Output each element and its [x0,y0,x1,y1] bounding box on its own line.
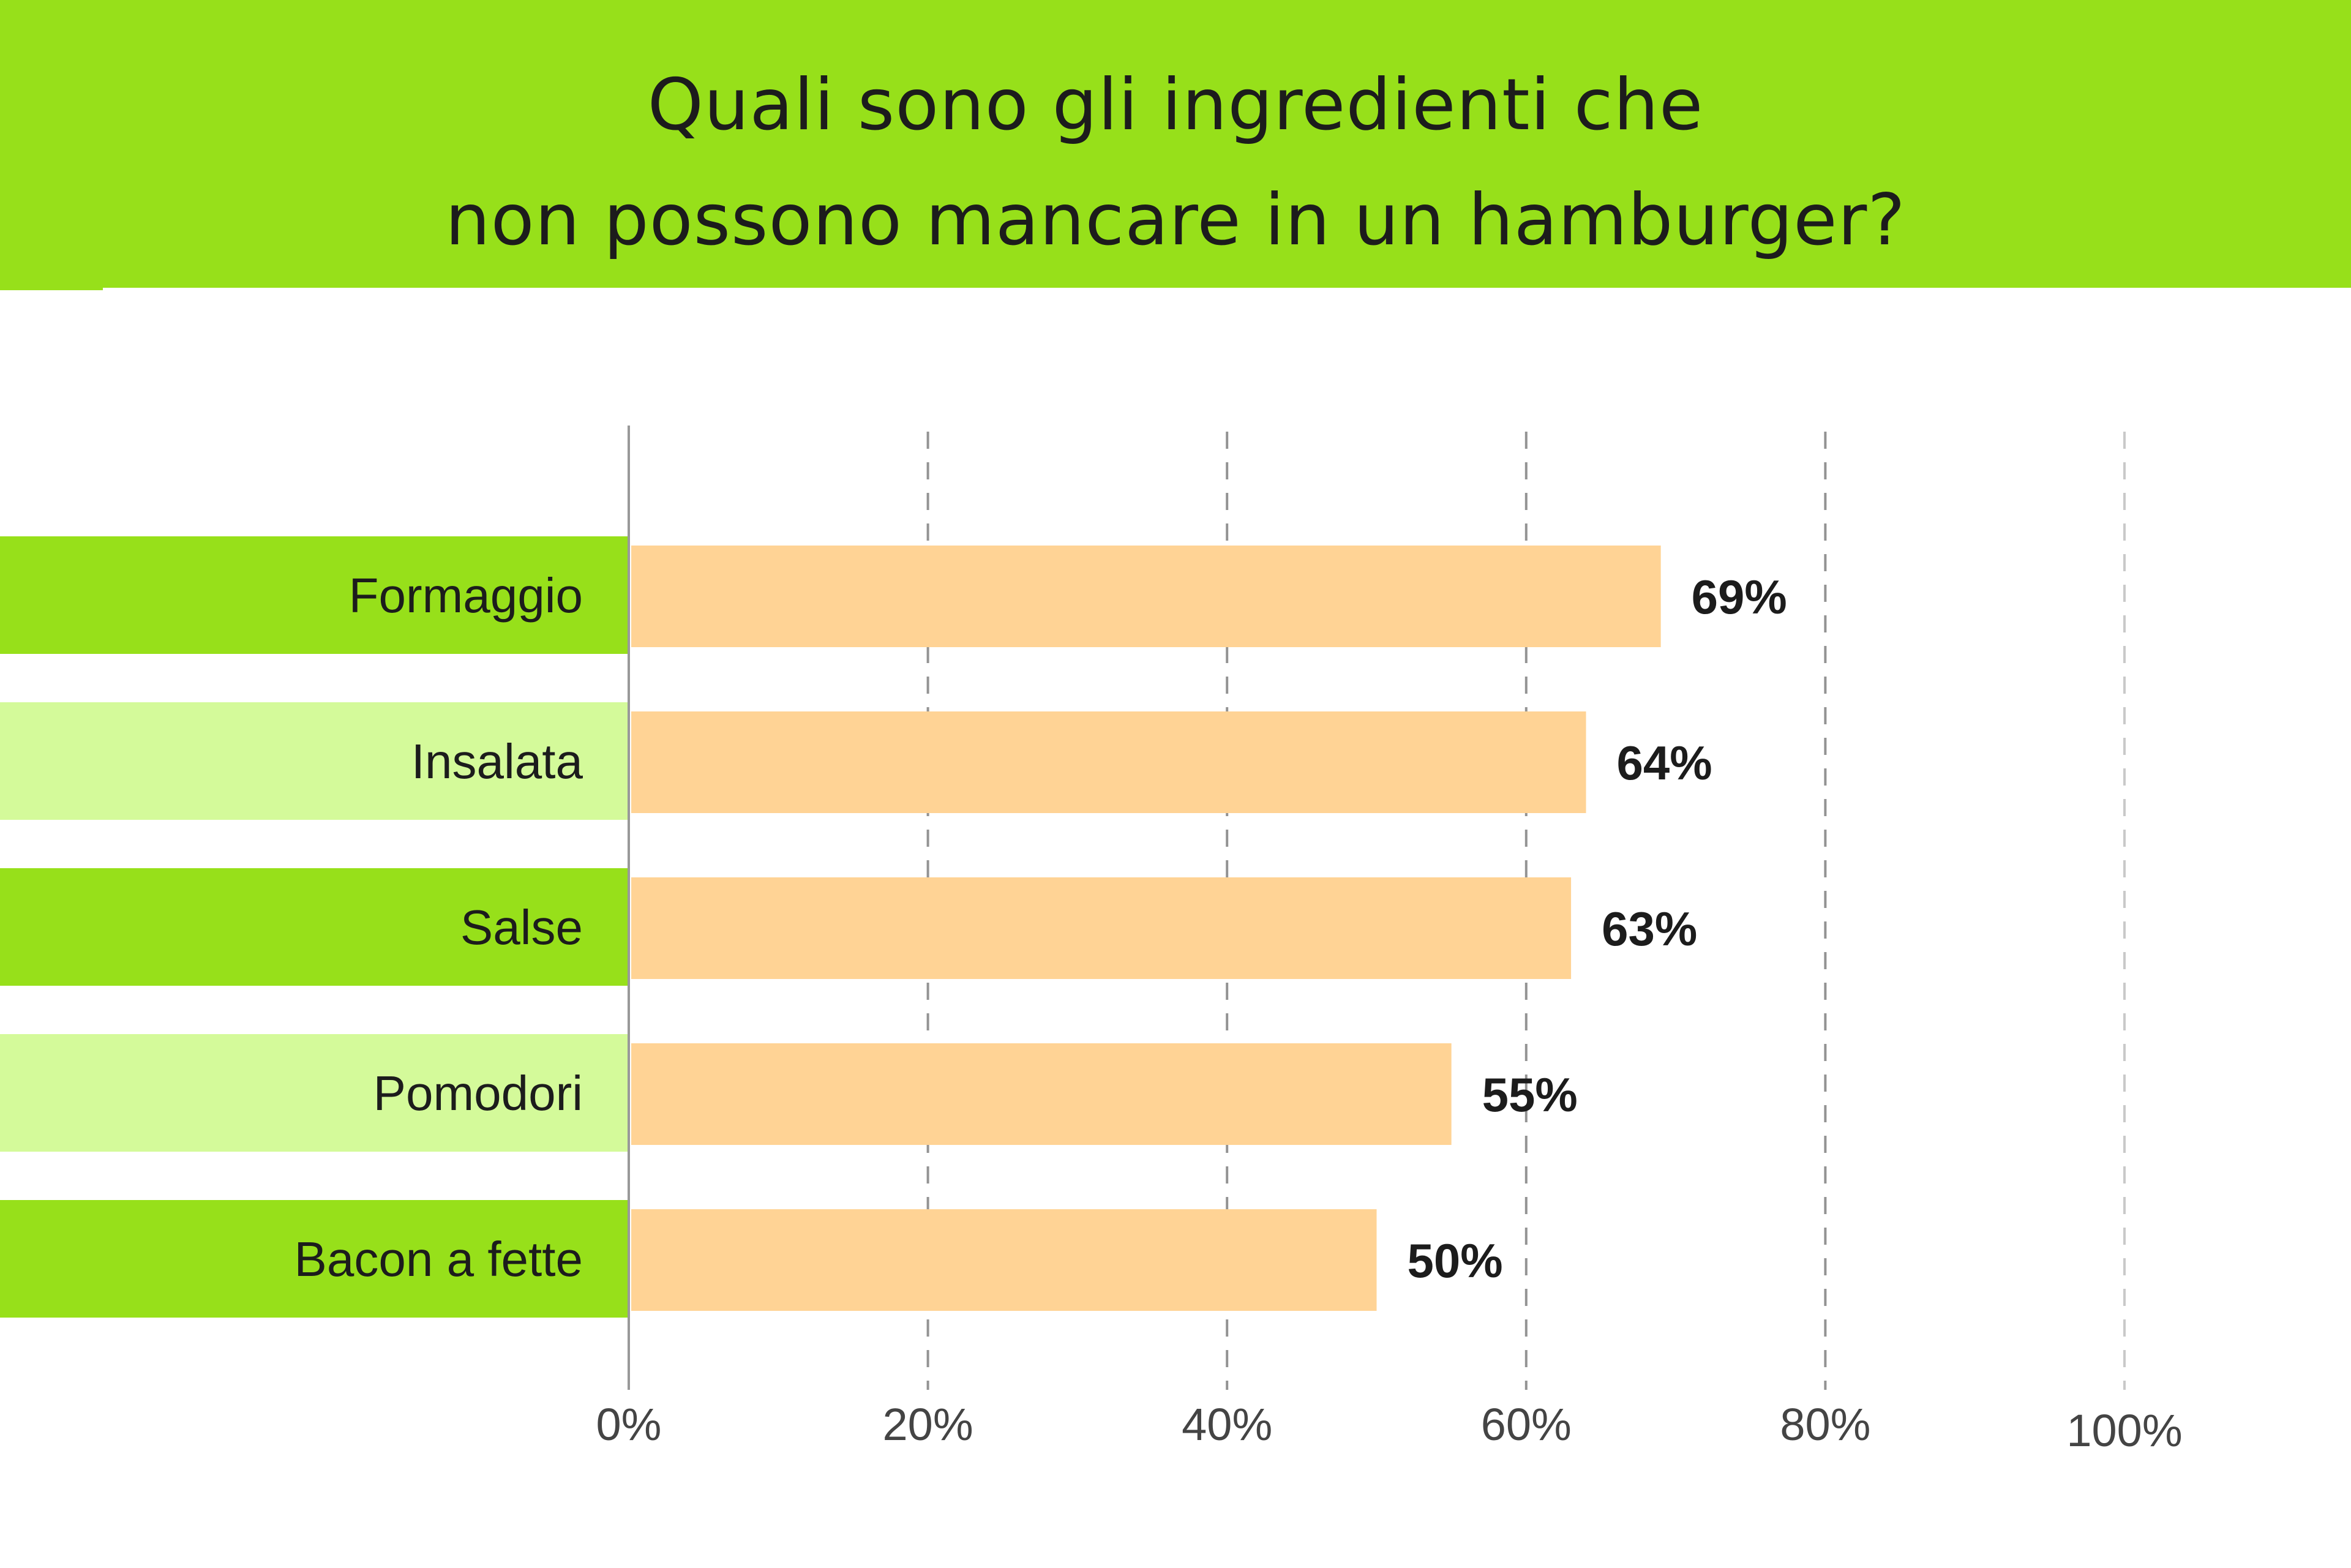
chart-title-line-1: Quali sono gli ingredienti che [647,64,1704,146]
value-label: 50% [1408,1234,1503,1288]
bar [631,711,1586,813]
x-tick-label: 100% [2066,1405,2182,1456]
category-labels: Formaggio Insalata Salse Pomodori Bacon a fe… [0,536,629,1318]
bar [631,1209,1377,1311]
category-label: Bacon a fette [294,1232,583,1286]
category-label: Insalata [411,734,583,789]
category-label: Salse [460,900,583,955]
bars [631,546,1661,1311]
x-axis-tick-labels: 0% 20% 40% 60% 80% 100% [596,1399,2183,1456]
value-labels: 69% 64% 63% 55% 50% [1408,570,1787,1288]
category-label-box [0,868,629,986]
chart-title-line-2: non possono mancare in un hamburger? [445,179,1906,261]
category-label-box [0,536,629,654]
category-label-box [0,1034,629,1152]
value-label: 55% [1482,1068,1578,1122]
x-tick-label: 60% [1481,1399,1572,1450]
chart-title: Quali sono gli ingredienti che non posso… [0,48,2351,278]
x-tick-label: 20% [883,1399,973,1450]
bar [631,546,1661,647]
category-label: Formaggio [349,568,583,623]
value-label: 64% [1617,736,1712,790]
category-label: Pomodori [373,1066,583,1120]
value-label: 69% [1692,570,1787,624]
title-banner-tab [0,288,103,290]
x-tick-label: 40% [1182,1399,1272,1450]
x-tick-label: 80% [1780,1399,1870,1450]
x-tick-label: 0% [596,1399,662,1450]
category-label-box [0,702,629,820]
bar [631,1043,1452,1145]
category-label-box [0,1200,629,1318]
title-banner [0,0,2351,288]
value-label: 63% [1602,902,1697,956]
bar [631,877,1572,979]
